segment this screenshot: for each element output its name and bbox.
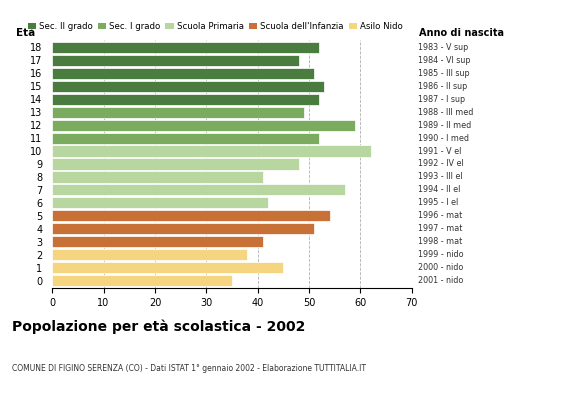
Bar — [52, 55, 299, 66]
Bar — [52, 275, 232, 286]
Text: 1988 - III med: 1988 - III med — [418, 108, 473, 116]
Text: 1986 - II sup: 1986 - II sup — [418, 82, 467, 90]
Bar — [52, 42, 320, 53]
Text: 1996 - mat: 1996 - mat — [418, 212, 462, 220]
Text: 1999 - nido: 1999 - nido — [418, 250, 463, 259]
Text: 1992 - IV el: 1992 - IV el — [418, 160, 463, 168]
Bar — [52, 120, 356, 130]
Bar — [52, 94, 320, 104]
Bar — [52, 68, 314, 79]
Bar — [52, 132, 320, 144]
Bar — [52, 236, 263, 248]
Text: Anno di nascita: Anno di nascita — [419, 28, 504, 38]
Bar — [52, 80, 324, 92]
Text: 1985 - III sup: 1985 - III sup — [418, 69, 469, 78]
Text: 1983 - V sup: 1983 - V sup — [418, 43, 468, 52]
Bar — [52, 210, 329, 222]
Text: 1984 - VI sup: 1984 - VI sup — [418, 56, 470, 65]
Text: Età: Età — [16, 28, 35, 38]
Text: 1998 - mat: 1998 - mat — [418, 238, 462, 246]
Text: 2001 - nido: 2001 - nido — [418, 276, 463, 285]
Bar — [52, 198, 268, 208]
Bar — [52, 158, 299, 170]
Text: 1991 - V el: 1991 - V el — [418, 146, 461, 156]
Text: Popolazione per età scolastica - 2002: Popolazione per età scolastica - 2002 — [12, 320, 305, 334]
Bar — [52, 224, 314, 234]
Text: 1997 - mat: 1997 - mat — [418, 224, 462, 234]
Text: 1990 - I med: 1990 - I med — [418, 134, 469, 142]
Bar — [52, 146, 371, 156]
Bar — [52, 172, 263, 182]
Text: 1994 - II el: 1994 - II el — [418, 186, 460, 194]
Text: 1987 - I sup: 1987 - I sup — [418, 94, 465, 104]
Text: 1993 - III el: 1993 - III el — [418, 172, 462, 182]
Bar — [52, 184, 345, 196]
Bar — [52, 262, 284, 273]
Bar — [52, 106, 304, 118]
Bar — [52, 249, 248, 260]
Text: COMUNE DI FIGINO SERENZA (CO) - Dati ISTAT 1° gennaio 2002 - Elaborazione TUTTIT: COMUNE DI FIGINO SERENZA (CO) - Dati IST… — [12, 364, 365, 373]
Text: 1995 - I el: 1995 - I el — [418, 198, 458, 208]
Legend: Sec. II grado, Sec. I grado, Scuola Primaria, Scuola dell'Infanzia, Asilo Nido: Sec. II grado, Sec. I grado, Scuola Prim… — [28, 22, 403, 31]
Text: 2000 - nido: 2000 - nido — [418, 263, 463, 272]
Text: 1989 - II med: 1989 - II med — [418, 120, 471, 130]
